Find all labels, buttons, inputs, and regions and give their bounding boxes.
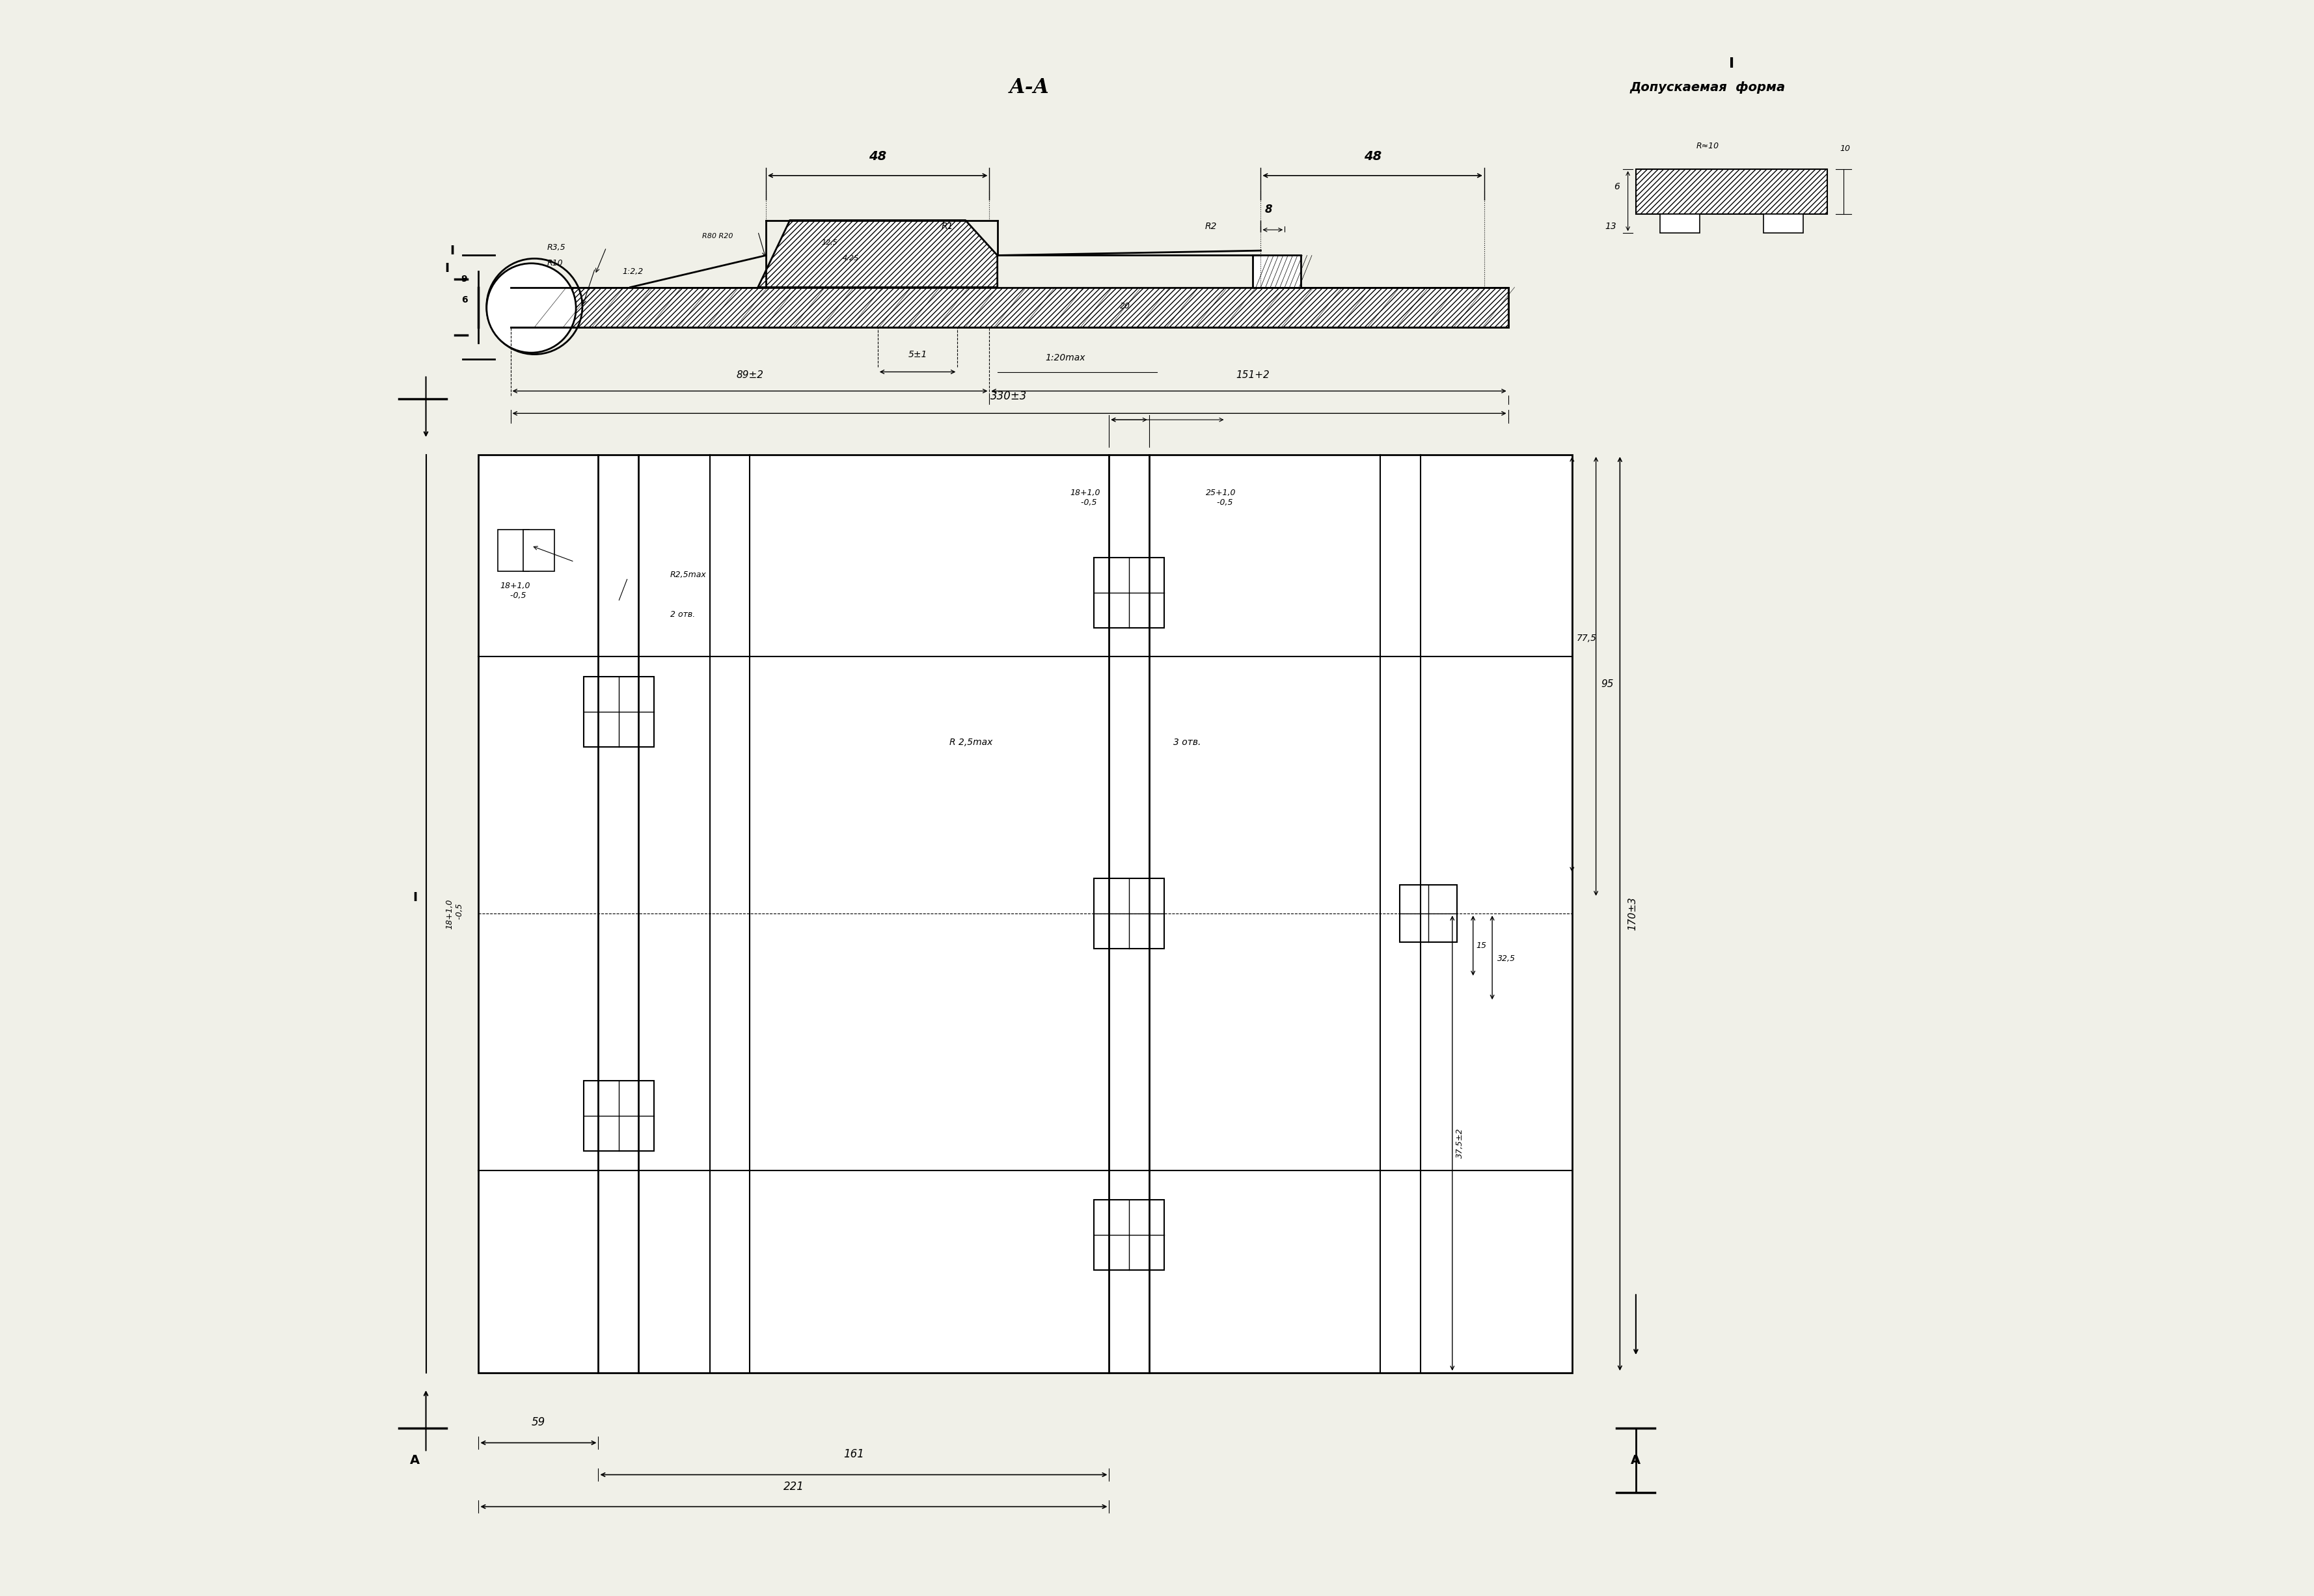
Polygon shape xyxy=(1763,214,1803,233)
Polygon shape xyxy=(479,455,1571,1373)
Text: 48: 48 xyxy=(1363,150,1381,163)
Polygon shape xyxy=(583,1080,655,1151)
Text: 89±2: 89±2 xyxy=(736,370,764,380)
Text: R 2,5max: R 2,5max xyxy=(949,737,993,747)
Text: 12,5: 12,5 xyxy=(821,239,838,246)
Text: 32,5: 32,5 xyxy=(1497,954,1516,962)
Text: 6: 6 xyxy=(460,295,467,305)
Polygon shape xyxy=(1636,169,1828,214)
Text: 59: 59 xyxy=(532,1417,546,1428)
Text: 6: 6 xyxy=(1615,182,1620,192)
Text: 18+1,0
  -0,5: 18+1,0 -0,5 xyxy=(447,899,463,929)
Text: 15: 15 xyxy=(1476,942,1486,950)
Text: 170±3: 170±3 xyxy=(1627,897,1638,930)
Text: R3,5: R3,5 xyxy=(546,243,567,252)
Text: 151+2: 151+2 xyxy=(1236,370,1270,380)
Polygon shape xyxy=(511,287,1509,327)
Text: R≈10: R≈10 xyxy=(1696,142,1719,150)
Text: I: I xyxy=(444,262,449,275)
Circle shape xyxy=(486,263,576,353)
Text: 1:2,2: 1:2,2 xyxy=(622,267,643,276)
Text: 221: 221 xyxy=(784,1481,805,1492)
Text: A: A xyxy=(410,1454,419,1467)
Text: R80 R20: R80 R20 xyxy=(701,233,734,239)
Text: 37,5±2: 37,5±2 xyxy=(1456,1128,1465,1159)
Text: 2 отв.: 2 отв. xyxy=(671,610,694,619)
Text: I: I xyxy=(1729,57,1733,70)
Polygon shape xyxy=(583,677,655,747)
Text: 18+1,0
  -0,5: 18+1,0 -0,5 xyxy=(500,581,530,600)
Text: I: I xyxy=(412,892,417,903)
Text: R10: R10 xyxy=(546,259,562,268)
Text: Допускаемая  форма: Допускаемая форма xyxy=(1629,81,1786,94)
Polygon shape xyxy=(1095,878,1164,948)
Polygon shape xyxy=(759,220,997,287)
Text: 95: 95 xyxy=(1601,680,1613,689)
Text: R2,5max: R2,5max xyxy=(671,570,706,579)
Polygon shape xyxy=(1659,214,1701,233)
Polygon shape xyxy=(1252,255,1300,287)
Text: I: I xyxy=(449,244,454,257)
Text: 1:20max: 1:20max xyxy=(1046,353,1085,362)
Text: 25+1,0
   -0,5: 25+1,0 -0,5 xyxy=(1206,488,1236,508)
Text: 20: 20 xyxy=(1120,302,1129,311)
Text: 77,5: 77,5 xyxy=(1576,634,1597,643)
Text: А-А: А-А xyxy=(1009,78,1051,97)
Text: 10: 10 xyxy=(1840,145,1851,153)
Text: 18+1,0
   -0,5: 18+1,0 -0,5 xyxy=(1069,488,1099,508)
Text: 330±3: 330±3 xyxy=(990,391,1027,402)
Text: 3 отв.: 3 отв. xyxy=(1173,737,1201,747)
Text: 5±1: 5±1 xyxy=(907,350,928,359)
Polygon shape xyxy=(1400,884,1458,942)
Text: 9: 9 xyxy=(460,275,467,284)
Polygon shape xyxy=(1095,1200,1164,1270)
Text: 48: 48 xyxy=(868,150,886,163)
Polygon shape xyxy=(1095,557,1164,627)
Text: A: A xyxy=(1631,1454,1641,1467)
Text: 161: 161 xyxy=(842,1449,863,1460)
Text: 8: 8 xyxy=(1266,204,1273,215)
Polygon shape xyxy=(523,530,555,571)
Text: 4:25: 4:25 xyxy=(842,255,858,262)
Text: R1: R1 xyxy=(942,222,953,231)
Text: 13: 13 xyxy=(1606,222,1617,231)
Polygon shape xyxy=(498,530,530,571)
Text: R2: R2 xyxy=(1206,222,1217,231)
